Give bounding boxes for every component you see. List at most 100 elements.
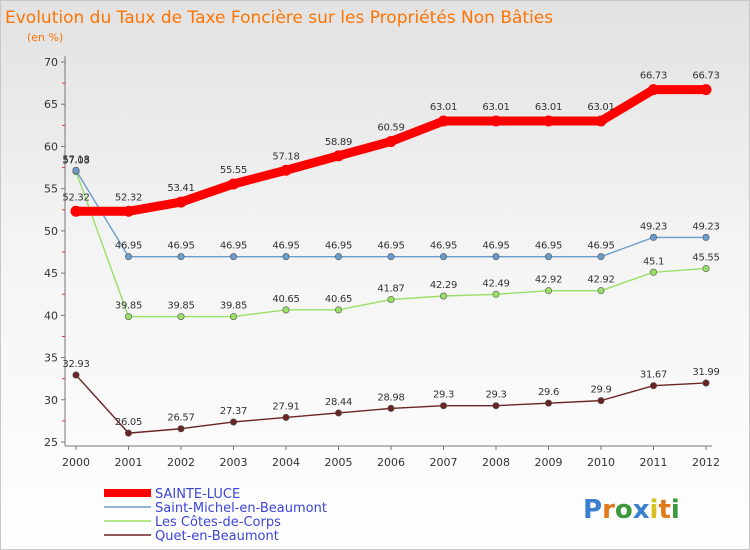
data-point: [649, 382, 657, 390]
y-tick-label: 50: [44, 225, 58, 238]
data-point: [387, 253, 395, 261]
y-tick-label: 45: [44, 267, 58, 280]
data-point: [597, 287, 605, 295]
data-label: 63.01: [430, 102, 457, 113]
legend-label: SAINTE-LUCE: [155, 487, 240, 502]
data-point: [438, 115, 449, 127]
data-label: 39.85: [220, 301, 247, 312]
legend-label: Saint-Michel-en-Beaumont: [155, 501, 327, 516]
x-tick-label: 2009: [535, 456, 563, 469]
data-point: [333, 150, 344, 162]
data-label: 46.95: [272, 241, 299, 252]
x-tick-label: 2006: [377, 456, 405, 469]
series-layer: 32.93 26.05 26.57 27.37 27.91 28.44 28.98 29.3 2…: [62, 71, 720, 437]
data-label: 31.67: [640, 370, 667, 381]
data-point: [282, 253, 290, 261]
data-label: 52.32: [115, 192, 142, 203]
data-point: [177, 425, 185, 433]
data-point: [649, 268, 657, 276]
data-label: 27.91: [272, 401, 299, 412]
data-label: 63.01: [535, 102, 562, 113]
data-point: [282, 413, 290, 421]
data-point: [125, 313, 133, 321]
data-label: 31.99: [692, 367, 719, 378]
data-point: [230, 418, 238, 426]
y-tick-label: 60: [44, 140, 58, 153]
data-point: [334, 409, 342, 417]
series-quet-en-beaumont: 32.93 26.05 26.57 27.37 27.91 28.44 28.98 29.3 2…: [62, 359, 720, 437]
data-label: 66.73: [692, 71, 719, 82]
data-label: 28.44: [325, 397, 352, 408]
data-point: [595, 115, 607, 127]
logo-letter: x: [633, 495, 650, 525]
logo-letter: i: [671, 495, 680, 525]
data-label: 41.87: [377, 284, 404, 295]
proxiti-logo: Proxiti: [583, 495, 680, 525]
data-label: 42.92: [535, 275, 562, 286]
data-label: 46.95: [587, 241, 614, 252]
y-tick-label: 35: [44, 352, 58, 365]
data-point: [492, 253, 500, 261]
data-label: 57.18: [272, 151, 299, 162]
data-label: 63.01: [587, 102, 614, 113]
y-tick-label: 65: [44, 98, 58, 111]
x-tick-label: 2011: [640, 456, 668, 469]
data-point: [597, 397, 605, 405]
x-tick-label: 2002: [167, 456, 195, 469]
data-point: [649, 233, 657, 241]
data-label: 52.32: [62, 192, 89, 203]
data-label: 46.95: [325, 241, 352, 252]
data-point: [282, 306, 290, 314]
data-label: 60.59: [377, 122, 404, 133]
data-point: [175, 196, 187, 208]
data-point: [492, 402, 500, 410]
data-point: [597, 253, 605, 261]
data-label: 40.65: [272, 294, 299, 305]
data-point: [125, 429, 133, 437]
axes: 25 30 35 40 45 50 55 60 65 70 2000 2001 2002 2003 2004…: [44, 56, 720, 469]
data-point: [439, 253, 447, 261]
data-label: 39.85: [167, 301, 194, 312]
data-point: [492, 290, 500, 298]
data-point: [544, 253, 552, 261]
data-label: 46.95: [167, 241, 194, 252]
data-point: [280, 164, 292, 176]
data-label: 63.01: [482, 102, 509, 113]
data-label: 46.95: [377, 241, 404, 252]
data-label: 53.41: [167, 183, 194, 194]
data-label: 46.95: [482, 241, 509, 252]
data-point: [230, 313, 238, 321]
data-label: 46.95: [430, 241, 457, 252]
data-label: 39.85: [115, 301, 142, 312]
series-les-c-tes-de-corps: 57.03 39.85 39.85 39.85 40.65 40.65 41.87 42.29…: [62, 156, 720, 321]
data-label: 29.3: [485, 390, 506, 401]
logo-letter: t: [658, 495, 670, 525]
data-label: 29.6: [538, 387, 559, 398]
x-tick-label: 2003: [220, 456, 248, 469]
data-label: 27.37: [220, 406, 247, 417]
unit-label: (en %): [27, 31, 63, 44]
y-tick-label: 40: [44, 309, 58, 322]
data-point: [490, 115, 502, 127]
data-point: [72, 371, 80, 379]
series-sainte-luce: 52.32 52.32 53.41 55.55 57.18 58.89 60.59 63.01…: [62, 71, 720, 217]
data-point: [228, 178, 239, 190]
x-tick-label: 2012: [692, 456, 720, 469]
logo-letter: i: [650, 495, 659, 525]
data-label: 58.89: [325, 137, 352, 148]
data-point: [387, 404, 395, 412]
data-label: 45.55: [692, 252, 719, 263]
data-point: [543, 115, 554, 127]
data-label: 29.3: [433, 390, 454, 401]
y-tick-label: 25: [44, 436, 58, 449]
logo-letter: o: [615, 495, 633, 525]
data-label: 46.95: [535, 241, 562, 252]
data-point: [334, 253, 342, 261]
data-label: 26.57: [167, 413, 194, 424]
data-label: 49.23: [692, 221, 719, 232]
legend-label: Les Côtes-de-Corps: [155, 515, 281, 530]
x-tick-label: 2010: [587, 456, 615, 469]
